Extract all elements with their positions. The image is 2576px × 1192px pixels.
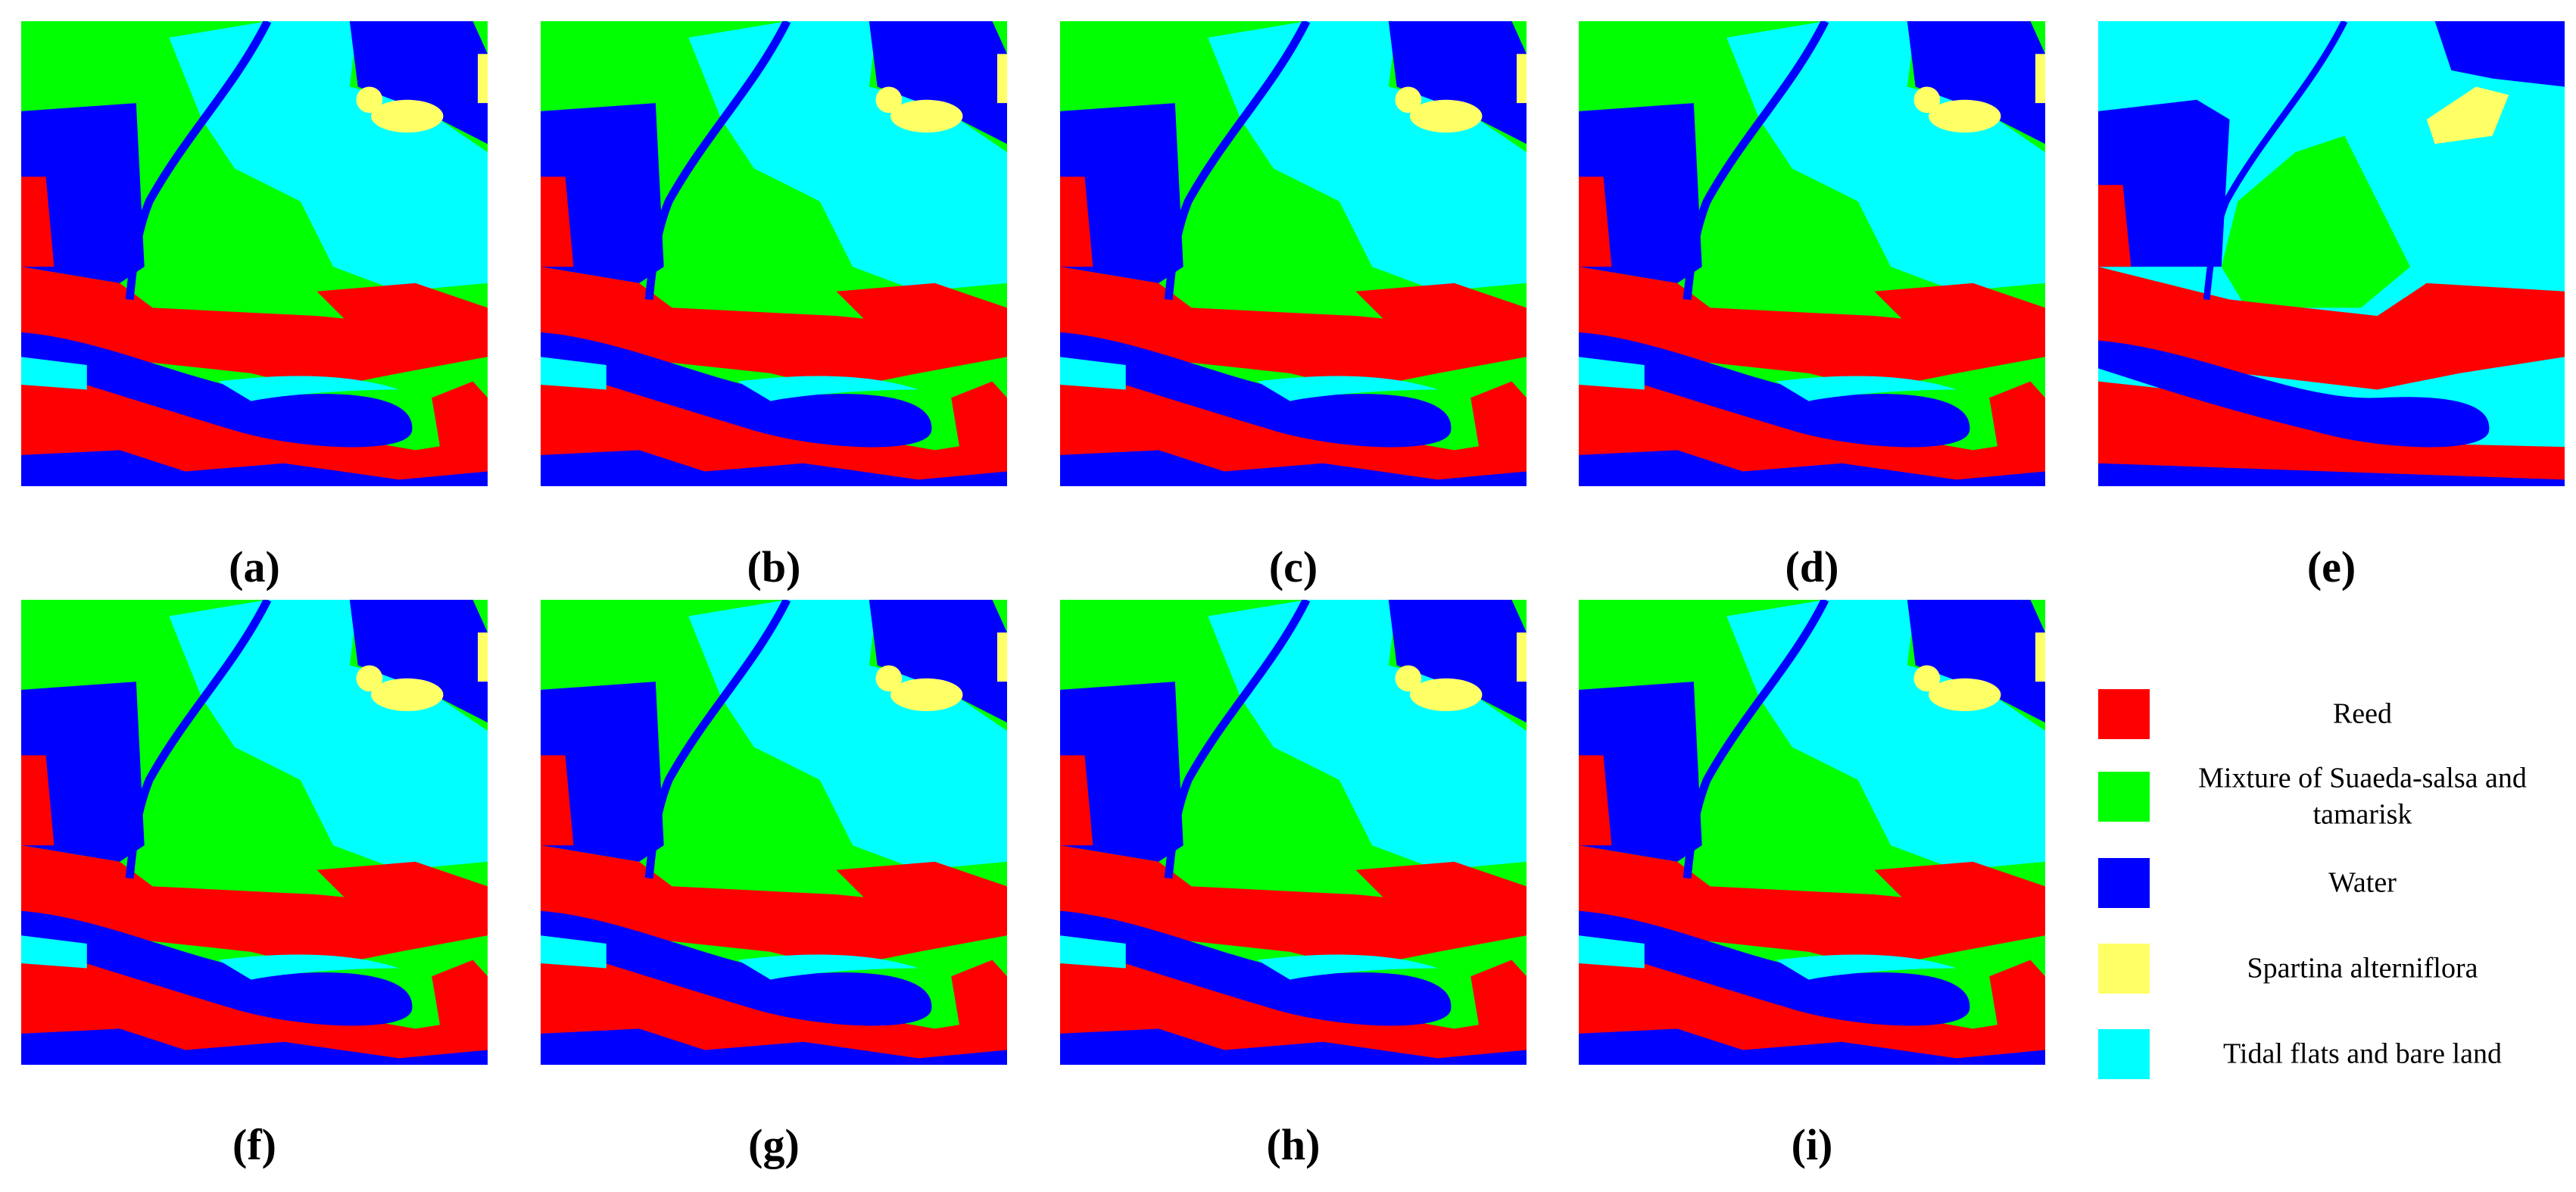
map-image	[541, 600, 1007, 1065]
panel-label: (b)	[747, 542, 801, 591]
legend-label: Mixture of Suaeda-salsa and tamarisk	[2158, 761, 2567, 833]
legend-label: Reed	[2158, 696, 2567, 732]
classification-map	[1579, 21, 2045, 486]
legend-label: Spartina alterniflora	[2158, 950, 2567, 987]
panel-label: (c)	[1268, 542, 1318, 591]
legend-swatch	[2098, 689, 2150, 739]
panel-label: (h)	[1266, 1120, 1321, 1169]
classification-map	[1060, 21, 1527, 486]
classification-map	[21, 600, 488, 1065]
legend-swatch	[2098, 1029, 2150, 1079]
map-image	[21, 21, 488, 486]
map-image	[1060, 21, 1527, 486]
legend-text: Tidal flats and bare land	[2223, 1038, 2502, 1070]
classification-map	[2098, 21, 2565, 486]
map-image	[2098, 21, 2565, 486]
classification-map	[21, 21, 488, 486]
legend-swatch	[2098, 858, 2150, 908]
classification-map	[1060, 600, 1527, 1065]
map-image	[1579, 600, 2045, 1065]
panel-label: (f)	[232, 1120, 276, 1169]
legend-label: Tidal flats and bare land	[2158, 1036, 2567, 1072]
legend-swatch	[2098, 944, 2150, 994]
legend-text: Mixture of Suaeda-salsa and tamarisk	[2198, 762, 2527, 831]
classification-map	[1579, 600, 2045, 1065]
panel-label: (a)	[229, 542, 280, 591]
legend-text: Water	[2328, 866, 2397, 899]
legend-label: Water	[2158, 865, 2567, 901]
map-image	[1579, 21, 2045, 486]
panel-label: (i)	[1791, 1120, 1833, 1169]
map-image	[1060, 600, 1527, 1065]
legend-swatch	[2098, 772, 2150, 822]
classification-map	[541, 600, 1007, 1065]
classification-map	[541, 21, 1007, 486]
panel-label: (d)	[1785, 542, 1839, 591]
legend-text: Spartina alterniflora	[2247, 952, 2478, 984]
legend-text: Reed	[2332, 697, 2393, 730]
panel-label: (g)	[748, 1120, 800, 1169]
map-image	[21, 600, 488, 1065]
panel-label: (e)	[2306, 542, 2356, 591]
map-image	[541, 21, 1007, 486]
